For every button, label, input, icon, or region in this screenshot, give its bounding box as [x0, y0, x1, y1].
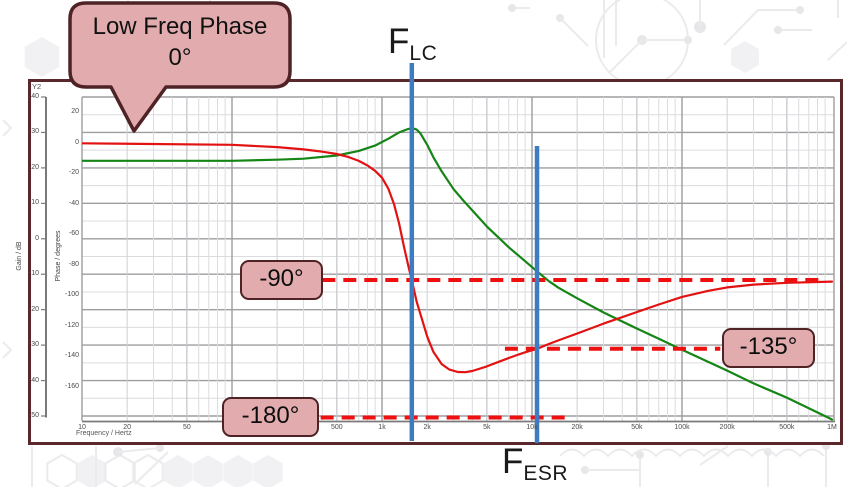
gain-tick-label: -40	[28, 376, 39, 384]
fesr-frequency-label: FESR	[502, 442, 568, 485]
gain-tick-label: -10	[28, 270, 39, 278]
phase-tick-label: -100	[64, 291, 79, 299]
freq-tick-label: 5k	[483, 424, 491, 431]
freq-tick-label: 200k	[719, 424, 735, 431]
phase-tick-label: -120	[64, 321, 79, 329]
freq-tick-label: 100k	[674, 424, 690, 431]
gain-curve	[82, 127, 834, 421]
flc-main: F	[388, 22, 410, 61]
fesr-sub: ESR	[523, 462, 569, 485]
gain-tick-label: 30	[31, 128, 39, 136]
gain-tick-label: -30	[28, 341, 39, 349]
freq-tick-label: 20	[123, 424, 132, 431]
phase-tick-label: -60	[68, 230, 79, 238]
phase-tick-label: -40	[68, 199, 79, 207]
gain-tick-label: -20	[28, 305, 39, 313]
phase-dashed-lines	[320, 278, 822, 420]
phase-curve	[82, 142, 834, 374]
gain-tick-label: 10	[31, 199, 39, 207]
phase-tick-label: -140	[64, 352, 79, 360]
phase-tick-label: -20	[68, 169, 79, 177]
freq-tick-label: 10k	[526, 424, 538, 431]
phase-tick-label: 20	[71, 108, 79, 115]
freq-tick-label: 1k	[378, 424, 386, 431]
phase-tick-label: 0	[75, 138, 79, 146]
gain-tick-label: -50	[28, 412, 39, 419]
flc-frequency-label: FLC	[388, 22, 437, 65]
gain-tick-label: 40	[31, 93, 39, 100]
phase-tick-label: -80	[68, 260, 79, 268]
freq-tick-label: 20k	[571, 424, 583, 431]
chart-frame	[28, 79, 843, 445]
callout-shape	[68, 1, 292, 133]
axis-lines	[41, 96, 835, 423]
freq-tick-label: 500	[331, 424, 343, 431]
callout-line1: Low Freq Phase	[92, 13, 268, 40]
curves	[82, 127, 834, 421]
phase-marker-box-minus180: -180°	[222, 397, 319, 437]
frequency-marker-lines	[409, 63, 540, 443]
phase-marker-box-minus135: -135°	[722, 328, 815, 368]
gain-tick-label: 0	[35, 234, 39, 242]
freq-tick-label: 2k	[423, 424, 431, 431]
freq-tick-label: 500k	[779, 424, 795, 431]
gain-tick-label: 20	[31, 163, 39, 171]
y2-axis-label: Y2	[32, 82, 42, 91]
freq-tick-label: 10	[78, 424, 86, 431]
flc-sub: LC	[409, 42, 438, 65]
freq-tick-label: 50k	[631, 424, 643, 431]
freq-tick-label: 50	[182, 424, 191, 431]
callout-text: Low Freq Phase 0°	[70, 11, 290, 73]
frequency-axis-title: Frequency / Hertz	[76, 430, 132, 437]
fesr-main: F	[502, 442, 524, 481]
phase-tick-label: -160	[64, 383, 79, 390]
callout-line2: 0°	[168, 44, 192, 71]
phase-marker-box-minus90: -90°	[240, 260, 323, 300]
freq-tick-label: 1M	[827, 424, 837, 431]
